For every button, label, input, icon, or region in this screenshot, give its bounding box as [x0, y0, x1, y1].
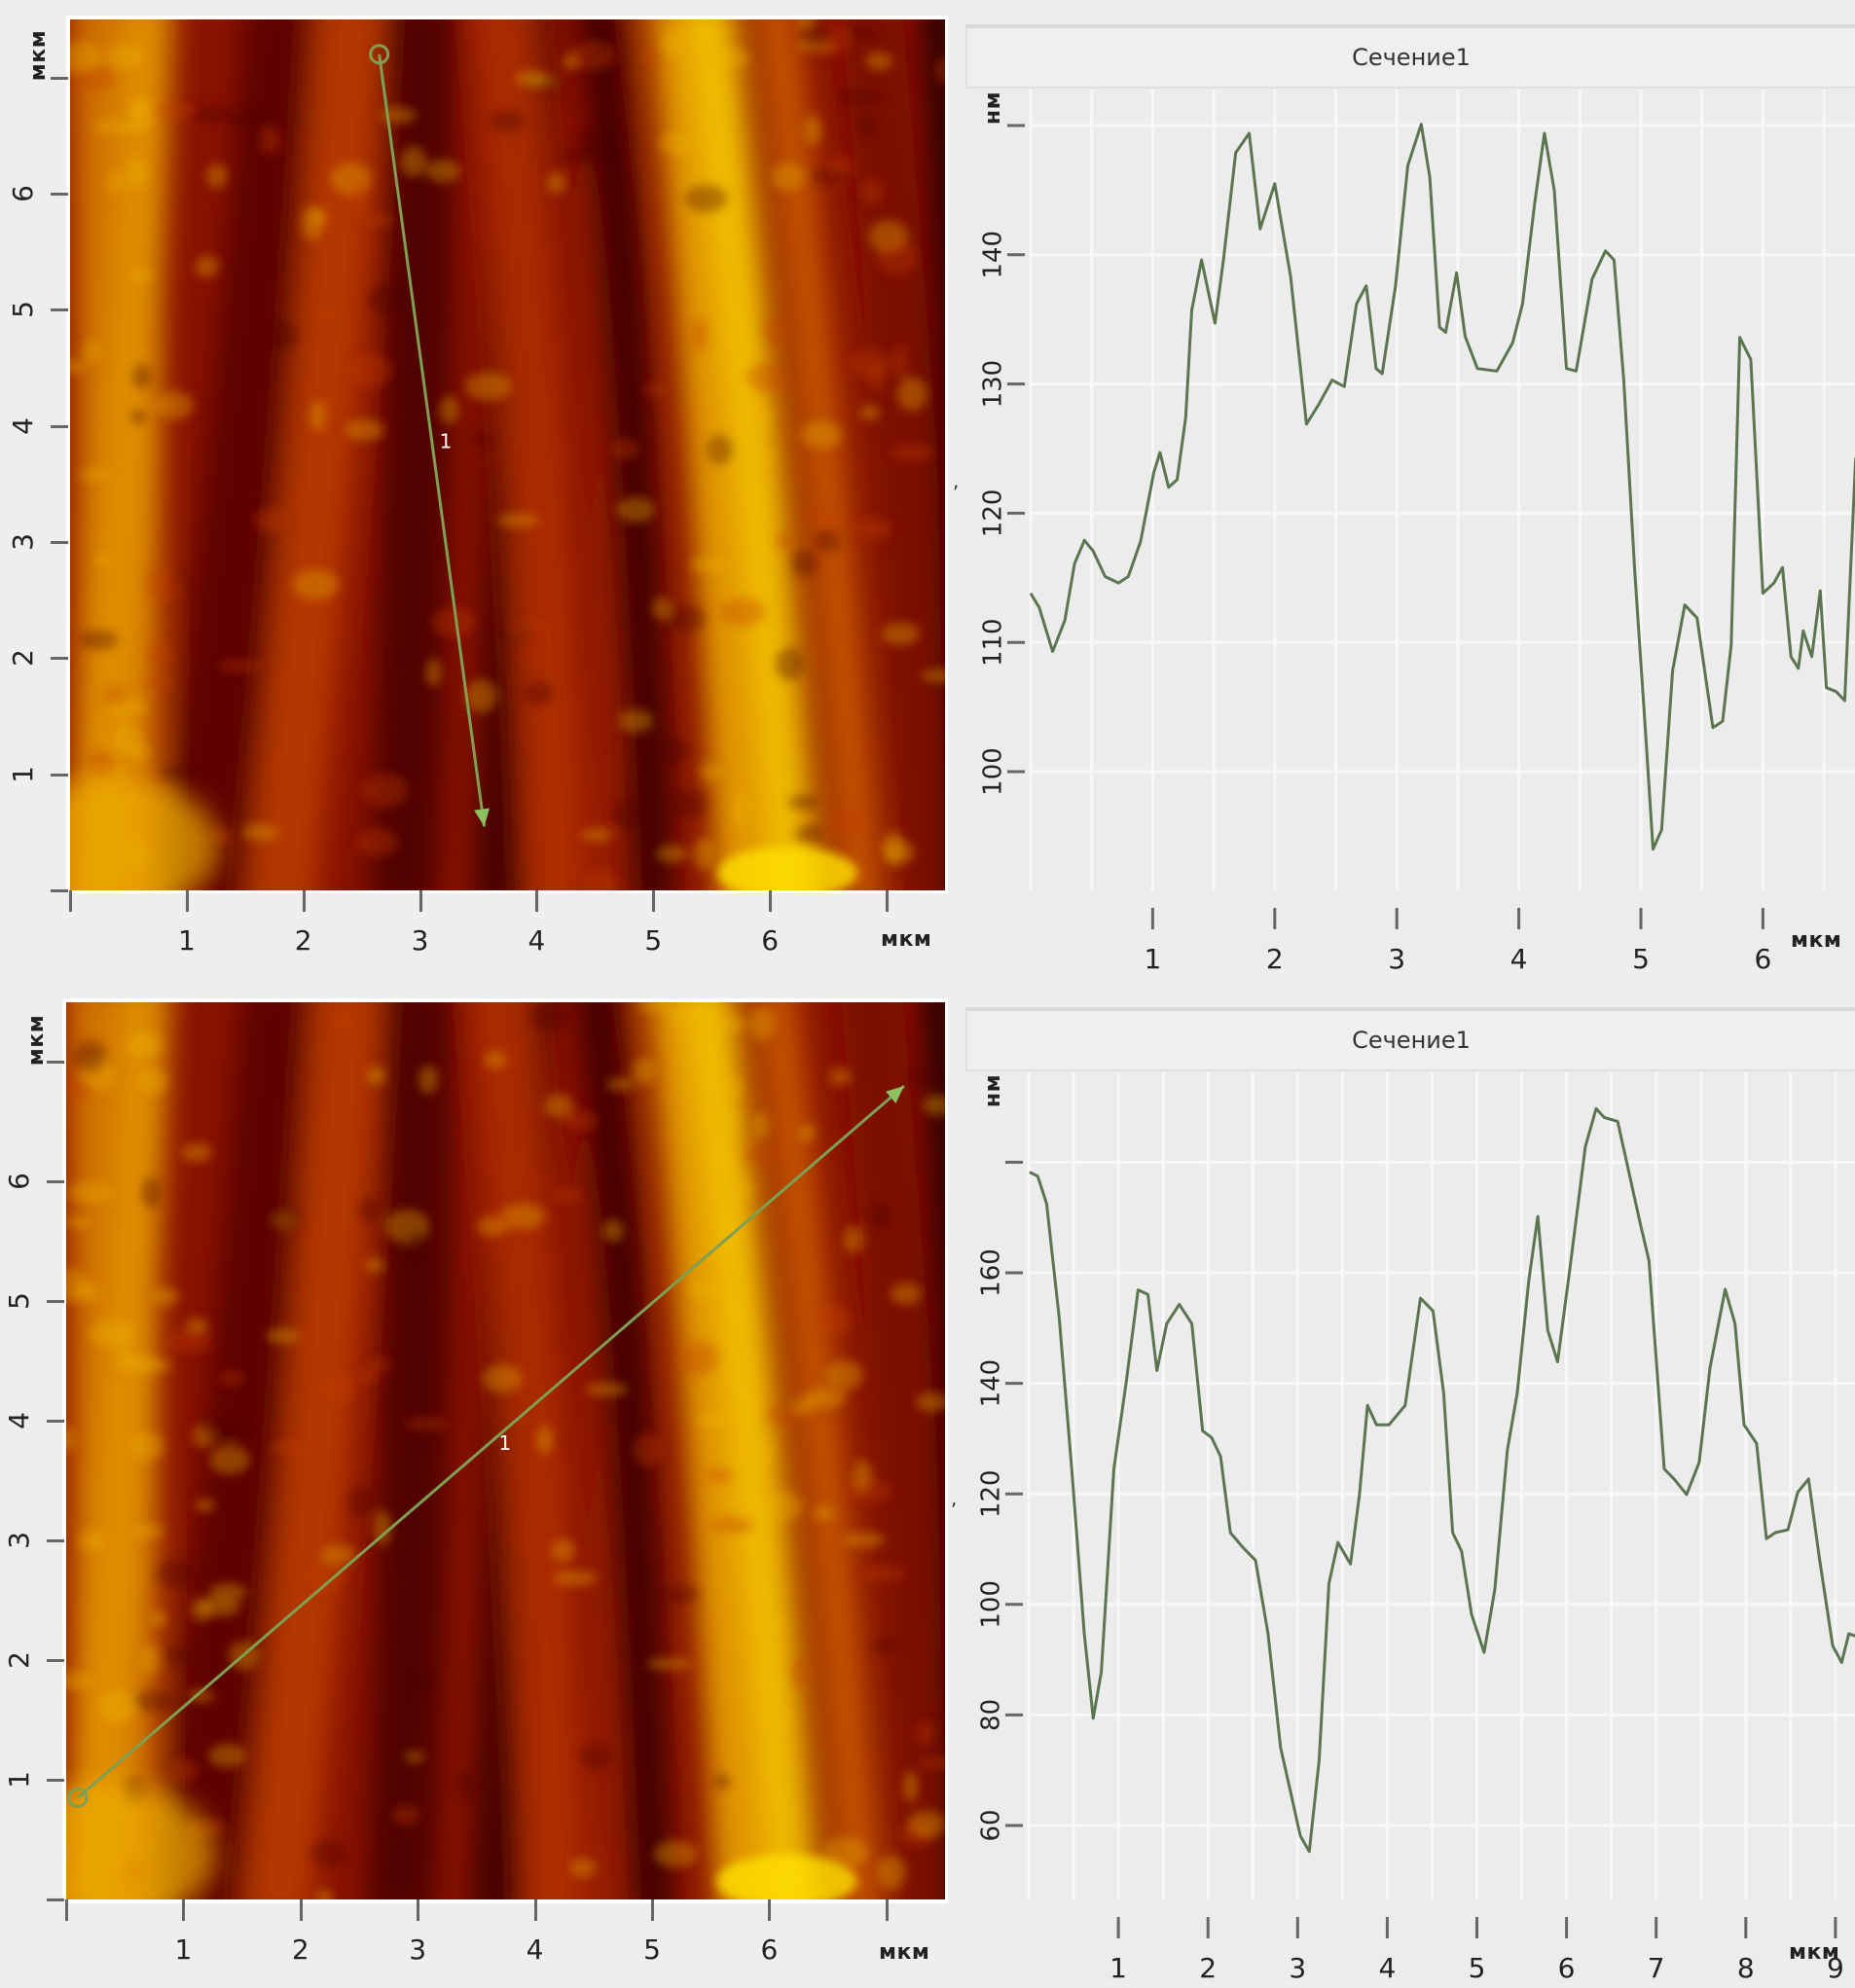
top-image-y-tick — [51, 541, 68, 544]
bottom-image-x-tick — [182, 1899, 186, 1921]
bottom-image-y-tick-label: 5 — [3, 1292, 35, 1311]
top-image-x-tick-label: 4 — [527, 924, 546, 957]
top-section-chart-panel: Сечение1 — [964, 22, 1855, 966]
bottom-image-y-tick — [47, 1539, 64, 1543]
top-image-x-tick — [535, 890, 539, 912]
section-start-handle-icon[interactable] — [369, 44, 390, 65]
bottom-afm-height-map[interactable]: 1 — [66, 1002, 945, 1899]
top-image-y-tick — [51, 773, 68, 777]
bottom-image-x-tick-0 — [65, 1899, 68, 1921]
top-image-x-tick — [769, 890, 773, 912]
bottom-image-x-unit: мкм — [879, 1940, 930, 1965]
top-chart-x-unit: мкм — [1791, 928, 1842, 953]
top-image-x-unit: мкм — [881, 927, 932, 952]
top-image-x-tick-label: 5 — [644, 924, 663, 957]
top-chart-title-bar: Сечение1 — [965, 24, 1855, 89]
bottom-image-x-tick-unit — [885, 1899, 889, 1921]
bottom-image-y-tick-label: 4 — [3, 1412, 35, 1430]
top-image-y-tick-label: 6 — [7, 185, 39, 202]
bottom-image-y-unit: мкм — [24, 1014, 50, 1066]
top-image-x-tick-label: 3 — [411, 924, 429, 957]
bottom-image-x-tick-label: 4 — [526, 1934, 544, 1966]
bottom-image-x-tick-label: 5 — [643, 1934, 661, 1966]
bottom-chart-title: Сечение1 — [1352, 1027, 1471, 1054]
svg-text:,: , — [953, 469, 959, 492]
top-image-y-tick-label: 3 — [7, 533, 39, 551]
top-image-y-tick — [51, 657, 68, 661]
top-image-x-tick-0 — [69, 890, 72, 912]
bottom-section-chart-panel: Сечение1 — [964, 1005, 1855, 1983]
top-afm-height-map[interactable]: 1 — [70, 19, 945, 890]
svg-text:,: , — [951, 1487, 957, 1510]
top-image-y-tick-label: 5 — [7, 301, 39, 319]
top-image-x-tick-label: 1 — [177, 924, 196, 957]
top-image-x-tick — [185, 890, 189, 912]
top-image-x-tick — [652, 890, 656, 912]
bottom-image-y-tick-label: 3 — [3, 1532, 35, 1550]
bottom-image-x-tick-label: 3 — [409, 1934, 427, 1966]
top-image-y-tick — [51, 424, 68, 428]
section-start-handle-icon[interactable] — [67, 1788, 89, 1809]
bottom-image-y-tick — [47, 1300, 64, 1304]
bottom-image-y-tick — [47, 1779, 64, 1783]
bottom-image-y-tick-0 — [47, 1898, 64, 1901]
bottom-image-y-tick — [47, 1180, 64, 1184]
section-line[interactable]: 1 — [67, 1084, 905, 1809]
bottom-image-x-tick-label: 6 — [760, 1934, 779, 1966]
top-image-x-tick-label: 6 — [761, 924, 780, 957]
bottom-chart-title-bar: Сечение1 — [965, 1007, 1855, 1071]
bottom-image-y-tick-label: 6 — [3, 1173, 35, 1191]
bottom-chart-x-unit: мкм — [1789, 1940, 1840, 1965]
bottom-image-y-tick-label: 1 — [3, 1771, 35, 1789]
top-chart-y-unit: нм — [981, 90, 1006, 126]
bottom-image-x-tick — [651, 1899, 654, 1921]
section-label: 1 — [440, 430, 453, 453]
top-image-y-unit: мкм — [26, 29, 52, 82]
top-image-y-tick-label: 4 — [7, 416, 39, 435]
bottom-image-y-tick-label: 2 — [3, 1651, 35, 1670]
bottom-chart-y-unit: нм — [981, 1073, 1006, 1108]
top-image-y-tick-label: 1 — [7, 765, 39, 783]
top-image-y-tick-0 — [51, 889, 68, 892]
bottom-image-x-tick — [533, 1899, 537, 1921]
top-chart-title: Сечение1 — [1352, 44, 1471, 71]
section-label: 1 — [498, 1431, 511, 1455]
top-image-x-tick — [418, 890, 422, 912]
bottom-image-y-tick — [47, 1659, 64, 1663]
section-arrow-head-icon[interactable] — [886, 1086, 904, 1103]
top-image-y-tick — [51, 193, 68, 196]
top-image-x-tick-label: 2 — [294, 924, 312, 957]
bottom-image-x-tick — [299, 1899, 303, 1921]
bottom-image-x-tick-label: 2 — [291, 1934, 309, 1966]
section-line[interactable]: 1 — [369, 44, 491, 827]
top-image-y-tick — [51, 308, 68, 312]
top-image-x-tick — [302, 890, 306, 912]
bottom-image-y-tick-unit — [47, 1061, 64, 1065]
top-image-x-tick-unit — [886, 890, 890, 912]
bottom-image-x-tick-label: 1 — [174, 1934, 193, 1966]
section-arrow-head-icon[interactable] — [474, 808, 491, 827]
top-image-y-tick-unit — [51, 76, 68, 80]
bottom-image-x-tick — [417, 1899, 420, 1921]
bottom-image-y-tick — [47, 1420, 64, 1424]
top-image-y-tick-label: 2 — [7, 649, 39, 668]
bottom-image-x-tick — [768, 1899, 772, 1921]
